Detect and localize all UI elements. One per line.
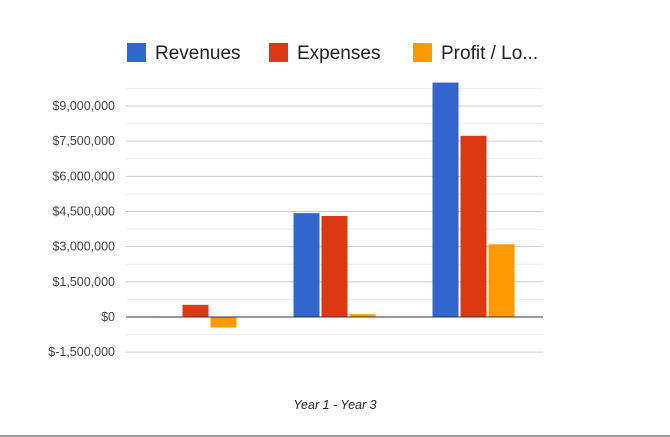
bar-expenses <box>182 304 209 317</box>
bar-profit-lo <box>488 244 515 317</box>
x-axis-label: Year 1 - Year 3 <box>293 398 376 412</box>
y-tick-label: $4,500,000 <box>52 205 115 219</box>
legend: Revenues Expenses Profit / Lo... <box>127 43 538 64</box>
y-tick-label: $-1,500,000 <box>48 345 115 359</box>
legend-label-profit-lo: Profit / Lo... <box>441 43 538 64</box>
y-tick-label: $9,000,000 <box>52 99 115 113</box>
legend-label-revenues: Revenues <box>155 43 241 64</box>
y-tick-label: $1,500,000 <box>52 275 115 289</box>
bar-revenues <box>293 213 320 317</box>
legend-swatch-expenses <box>269 43 288 62</box>
y-tick-label: $0 <box>101 310 115 324</box>
y-tick-label: $3,000,000 <box>52 240 115 254</box>
bar-profit-lo <box>349 314 376 317</box>
bar-expenses <box>321 215 348 317</box>
legend-swatch-revenues <box>127 43 146 62</box>
bottom-border <box>0 435 670 437</box>
y-tick-label: $6,000,000 <box>52 169 115 183</box>
bar-revenues <box>432 82 459 317</box>
legend-swatch-profit-lo <box>413 43 432 62</box>
bar-profit-lo <box>210 317 237 328</box>
y-tick-label: $7,500,000 <box>52 134 115 148</box>
bar-expenses <box>460 135 487 317</box>
legend-label-expenses: Expenses <box>297 43 380 64</box>
y-axis: $-1,500,000 $0 $1,500,000 $3,000,000 $4,500,… <box>48 99 115 359</box>
bars <box>154 82 515 328</box>
